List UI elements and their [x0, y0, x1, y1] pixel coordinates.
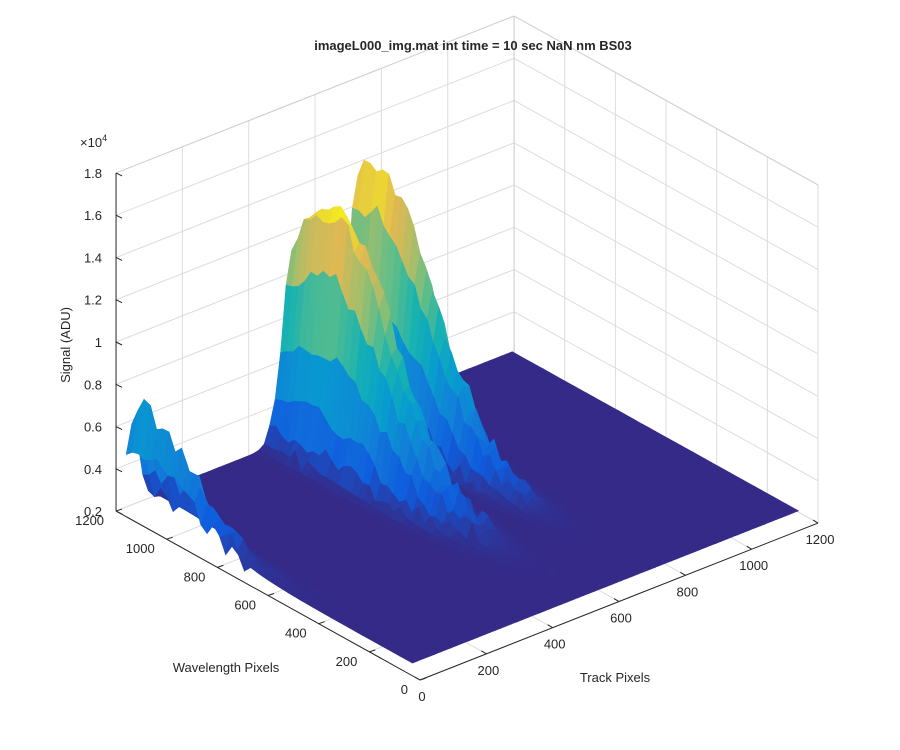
x-tick-label: 1200: [806, 532, 835, 547]
surface-patch: [405, 657, 419, 664]
x-tick: [746, 545, 752, 550]
y-tick: [166, 536, 173, 540]
x-tick-label: 1000: [739, 558, 768, 573]
z-tick-label: 0.2: [84, 504, 102, 519]
y-tick: [318, 621, 325, 625]
z-tick: [115, 341, 123, 346]
y-axis-label: Wavelength Pixels: [173, 660, 280, 675]
z-tick: [115, 426, 123, 430]
y-tick-label: 200: [336, 654, 358, 669]
z-tick: [115, 172, 123, 177]
y-tick: [369, 649, 376, 653]
x-tick: [414, 676, 421, 681]
z-tick-label: 0.4: [84, 462, 102, 477]
z-tick-label: 0.6: [84, 420, 102, 435]
y-tick-label: 0: [401, 682, 408, 697]
box-edge: [115, 15, 515, 174]
z-tick-label: 1.2: [84, 293, 102, 308]
y-tick-label: 1000: [126, 541, 155, 556]
z-axis-exponent-base: ×10: [80, 135, 102, 150]
x-tick-label: 600: [610, 611, 632, 626]
surface-mesh: [125, 158, 800, 664]
x-tick: [547, 624, 553, 629]
z-tick: [115, 468, 123, 473]
z-axis-exponent: ×104: [80, 133, 107, 150]
y-tick: [115, 508, 123, 512]
x-tick: [481, 650, 487, 655]
axes: [115, 172, 819, 681]
y-tick-label: 600: [234, 598, 256, 613]
y-tick-label: 1200: [75, 513, 104, 528]
x-tick-label: 400: [544, 637, 566, 652]
z-tick: [115, 510, 123, 515]
z-tick: [115, 299, 123, 304]
z-tick-label: 1.6: [84, 208, 102, 223]
z-axis-label: Signal (ADU): [58, 307, 73, 383]
z-axis-exponent-power: 4: [102, 133, 107, 143]
x-tick: [680, 571, 686, 576]
y-tick: [267, 593, 275, 596]
x-tick-label: 200: [477, 663, 499, 678]
z-tick: [115, 257, 123, 261]
chart-title: imageL000_img.mat int time = 10 sec NaN …: [314, 38, 632, 53]
y-tick: [217, 564, 224, 568]
z-tick: [115, 214, 123, 219]
x-tick: [613, 598, 620, 602]
y-tick-label: 800: [184, 569, 206, 584]
y-tick-label: 400: [285, 626, 307, 641]
z-tick-label: 0.8: [84, 377, 102, 392]
x-tick-label: 0: [418, 689, 425, 704]
z-tick-label: 1.4: [84, 250, 102, 265]
box-edge: [513, 15, 819, 186]
z-tick: [115, 383, 123, 388]
y-tick: [419, 677, 427, 681]
tick-labels: 0 200 400 600 800 1000 1200 0 200 400 600 800 1000 12…: [75, 166, 834, 704]
z-tick-label: 1: [95, 335, 102, 350]
x-axis-label: Track Pixels: [580, 670, 651, 685]
z-tick-label: 1.8: [84, 166, 102, 181]
x-tick-label: 800: [677, 584, 699, 599]
x-tick: [812, 519, 819, 524]
